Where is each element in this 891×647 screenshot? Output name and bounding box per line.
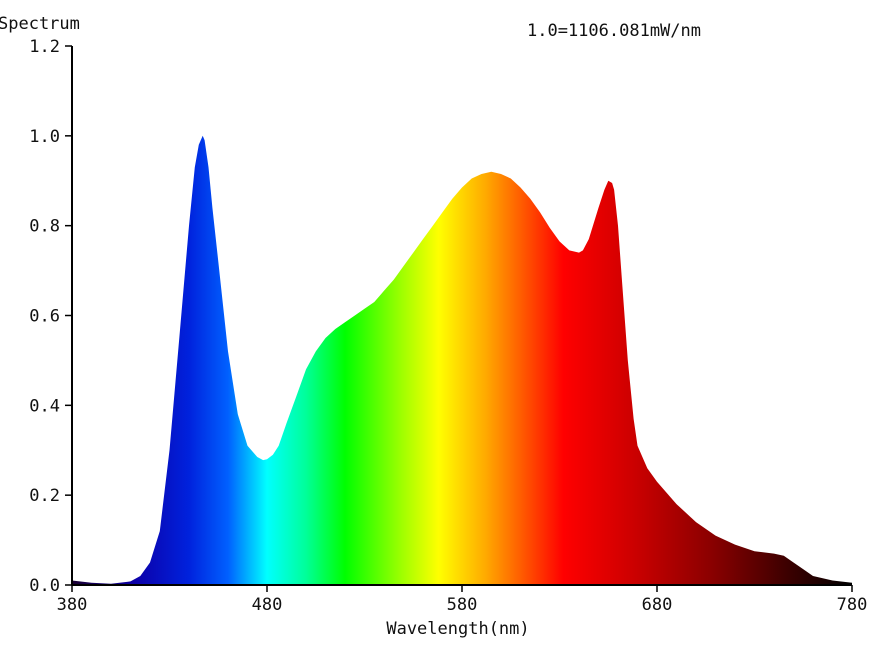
y-tick-label: 0.0 xyxy=(29,576,60,596)
x-axis-label: Wavelength(nm) xyxy=(386,619,529,639)
y-tick-label: 0.4 xyxy=(29,396,60,416)
chart-title: Spectrum xyxy=(0,14,80,34)
y-tick-label: 1.0 xyxy=(29,127,60,147)
y-tick-label: 0.8 xyxy=(29,217,60,237)
x-tick-label: 380 xyxy=(57,595,88,615)
x-tick-label: 680 xyxy=(642,595,673,615)
x-tick-label: 480 xyxy=(252,595,283,615)
scale-annotation: 1.0=1106.081mW/nm xyxy=(527,21,701,41)
y-tick-label: 0.2 xyxy=(29,486,60,506)
x-tick-label: 580 xyxy=(447,595,478,615)
x-tick-label: 780 xyxy=(837,595,868,615)
y-tick-label: 0.6 xyxy=(29,307,60,327)
x-axis-ticks: 380 480 580 680 780 xyxy=(57,585,868,615)
y-tick-label: 1.2 xyxy=(29,37,60,57)
y-axis-ticks: 0.0 0.2 0.4 0.6 0.8 1.0 1.2 xyxy=(29,37,72,596)
spectrum-area xyxy=(72,135,852,586)
